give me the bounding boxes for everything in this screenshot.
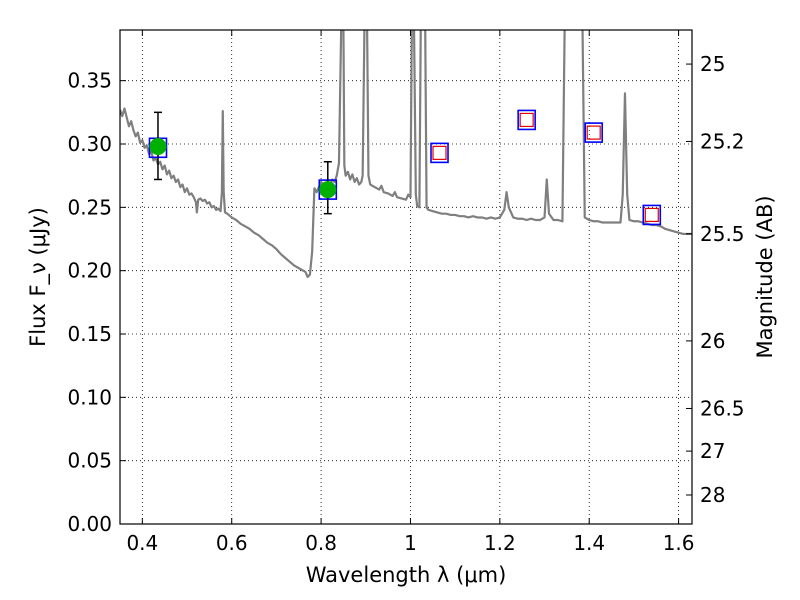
detection-point (149, 138, 167, 156)
x-axis-label: Wavelength λ (μm) (306, 563, 507, 587)
x-tick-label: 0.8 (305, 531, 337, 555)
y-tick-label: 0.30 (67, 132, 112, 156)
filter-photometry-marker (584, 122, 603, 143)
filter-photometry-marker (517, 109, 536, 131)
x-tick-label: 1.6 (663, 531, 695, 555)
y-tick-label: 0.35 (67, 69, 112, 93)
y-tick-label: 0.10 (67, 385, 112, 409)
x-tick-label: 1 (404, 531, 417, 555)
y-tick-label: 0.25 (67, 195, 112, 219)
x-tick-label: 0.6 (216, 531, 248, 555)
right-tick-label: 25.2 (700, 129, 745, 153)
detection-point (319, 181, 337, 199)
grid-lines (120, 30, 692, 525)
y-axis-right-label: Magnitude (AB) (753, 195, 777, 358)
y-tick-label: 0.15 (67, 322, 112, 346)
y-tick-label: 0.00 (67, 512, 112, 536)
model-photometry-marker (644, 207, 659, 223)
model-photometry-marker (586, 125, 601, 140)
right-tick-label: 27 (700, 439, 725, 463)
model-spectrum-line (120, 30, 692, 279)
plot-area (120, 30, 692, 279)
x-tick-label: 1.2 (484, 531, 516, 555)
plot-frame (119, 29, 693, 525)
model-photometry-marker (519, 112, 534, 128)
right-tick-label: 26.5 (700, 396, 745, 420)
right-tick-label: 25.5 (700, 222, 745, 246)
plot-marks (120, 30, 692, 279)
filter-photometry-marker (430, 142, 449, 164)
filter-photometry-marker (642, 204, 662, 226)
right-tick-label: 28 (700, 483, 725, 507)
right-tick-label: 25 (700, 52, 725, 76)
model-photometry-marker (432, 145, 447, 160)
x-tick-label: 1.4 (573, 531, 605, 555)
x-tick-label: 0.4 (126, 531, 158, 555)
axis-ticks: 0.4 0.6 0.8 1 1.2 1.4 1.6 0.00 0.05 0.10 0.15 0.20 0… (67, 30, 745, 555)
y-tick-label: 0.05 (67, 449, 112, 473)
right-tick-label: 26 (700, 329, 725, 353)
y-axis-label: Flux F_ν (μJy) (26, 207, 51, 347)
y-tick-label: 0.20 (67, 259, 112, 283)
